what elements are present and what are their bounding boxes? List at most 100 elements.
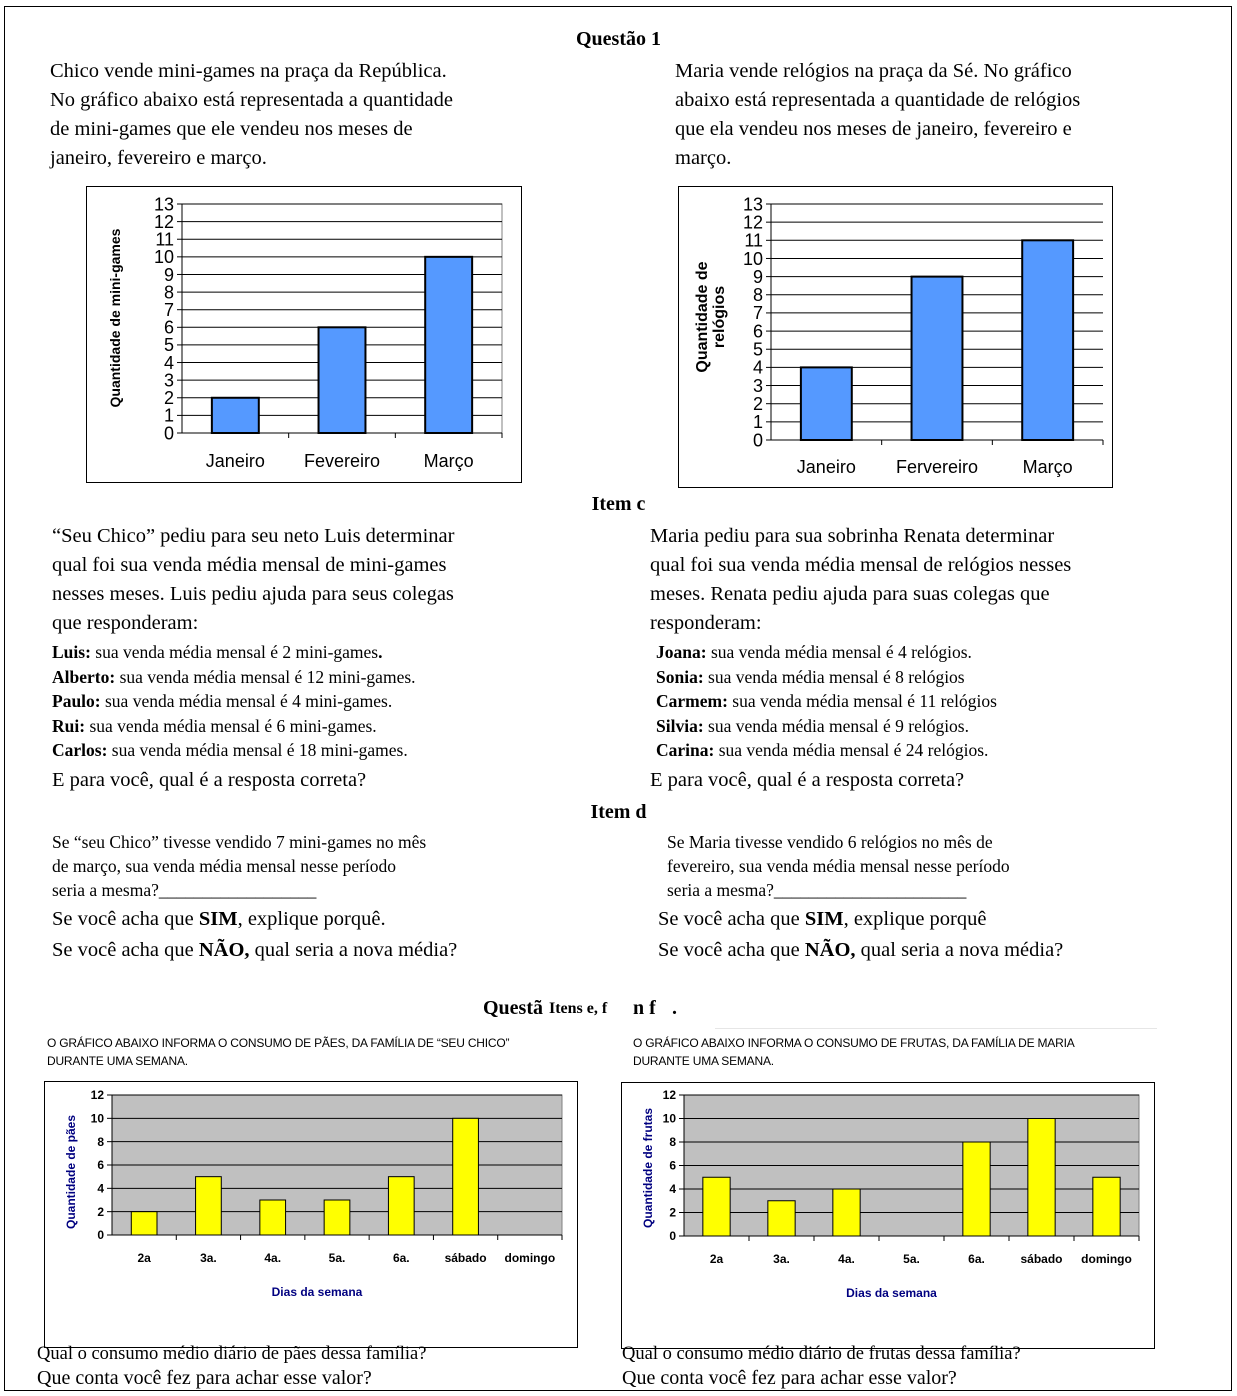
list-item: Silvia: sua venda média mensal é 9 relóg… — [656, 715, 969, 736]
y-tick-label: 6 — [669, 1159, 676, 1173]
x-tick-label: 3a. — [200, 1251, 217, 1265]
bar — [259, 1199, 287, 1236]
bar — [799, 366, 853, 441]
list-item: Joana: sua venda média mensal é 4 relógi… — [656, 642, 972, 662]
list-item: Sonia: sua venda média mensal é 8 relógi… — [656, 666, 965, 687]
maria-ef-q2: Que conta você fez para achar esse valor… — [622, 1367, 957, 1389]
bar — [767, 1200, 796, 1237]
caption-line: O GRÁFICO ABAIXO INFORMA O CONSUMO DE PÃ… — [47, 1036, 510, 1050]
caption-line: DURANTE UMA SEMANA. — [47, 1054, 188, 1068]
chico-intro-line: de mini-games que ele vendeu nos meses d… — [50, 118, 413, 140]
x-tick-label: domingo — [1081, 1252, 1132, 1266]
y-tick-label: 2 — [669, 1206, 676, 1220]
y-tick-label: 3 — [164, 370, 174, 390]
y-tick-label: 6 — [164, 318, 174, 338]
x-tick-label: Janeiro — [797, 457, 856, 477]
y-tick-label: 9 — [753, 267, 763, 287]
item-c-title: Item c — [591, 493, 646, 515]
maria-intro: Maria vende relógios na praça da Sé. No … — [675, 57, 1080, 173]
x-tick-label: 2a — [710, 1252, 724, 1266]
y-tick-label: 0 — [753, 430, 763, 450]
maria-c-line: Maria pediu para sua sobrinha Renata det… — [650, 525, 1055, 547]
bar — [910, 275, 964, 441]
y-tick-label: 6 — [97, 1158, 104, 1172]
bar — [1092, 1176, 1121, 1237]
y-tick-label: 10 — [91, 1112, 105, 1126]
maria-c-line: qual foi sua venda média mensal de relóg… — [650, 554, 1072, 576]
y-tick-label: 9 — [164, 265, 174, 285]
chico-c-line: que responderam: — [52, 612, 199, 634]
chico-ef-q2: Que conta você fez para achar esse valor… — [37, 1367, 372, 1389]
y-tick-label: 2 — [164, 388, 174, 408]
y-tick-label: 13 — [743, 194, 763, 214]
maria-fruit-chart: 0 2 4 6 8 10 12 2a 3a. 4a. 5a. 6a. sábado domingo Quan… — [621, 1082, 1155, 1349]
maria-ef-q1: Qual o consumo médio diário de frutas de… — [622, 1344, 1021, 1364]
x-tick-label: 2a — [137, 1251, 151, 1265]
chico-d-text: Se “seu Chico” tivesse vendido 7 mini-ga… — [52, 830, 426, 902]
y-tick-label: 8 — [669, 1135, 676, 1149]
items-ef-title-fragment: Questã — [483, 997, 543, 1019]
chico-bread-chart-svg: 0 2 4 6 8 10 12 2a 3a. 4a. 5a. 6a. sábado domingo Quan… — [64, 1088, 563, 1299]
chico-c-line: nesses meses. Luis pediu ajuda para seus… — [52, 583, 454, 605]
chico-intro: Chico vende mini-games na praça da Repúb… — [50, 57, 453, 173]
maria-d-line: Se Maria tivesse vendido 6 relógios no m… — [667, 832, 993, 852]
maria-answers-list: Joana: sua venda média mensal é 4 relógi… — [656, 640, 997, 763]
x-tick-label: Março — [1023, 457, 1073, 477]
y-axis-label: Quantidade de frutas — [641, 1108, 655, 1228]
x-tick-label: sábado — [1020, 1252, 1062, 1266]
y-tick-label: 8 — [97, 1135, 104, 1149]
x-axis-label: Dias da semana — [846, 1286, 937, 1300]
y-tick-label: 11 — [744, 231, 763, 251]
y-tick-label: 5 — [164, 335, 174, 355]
chico-bread-chart: 0 2 4 6 8 10 12 2a 3a. 4a. 5a. 6a. sábado domingo Quan… — [44, 1081, 578, 1348]
maria-d-line: fevereiro, sua venda média mensal nesse … — [667, 856, 1010, 876]
y-tick-label: 1 — [164, 406, 174, 426]
y-tick-label: 10 — [743, 249, 763, 269]
maria-d-answer-blank[interactable]: seria a mesma?______________________ — [667, 880, 967, 900]
chico-intro-line: Chico vende mini-games na praça da Repúb… — [50, 60, 447, 82]
chico-intro-line: No gráfico abaixo está representada a qu… — [50, 89, 453, 111]
y-tick-label: 6 — [753, 321, 763, 341]
maria-d-no: Se você acha que NÃO, qual seria a nova … — [658, 939, 1064, 961]
y-tick-label: 0 — [97, 1228, 104, 1242]
list-item: Paulo: sua venda média mensal é 4 mini-g… — [52, 691, 393, 711]
x-tick-label: 3a. — [773, 1252, 790, 1266]
y-tick-label: 2 — [97, 1205, 104, 1219]
bar — [832, 1188, 861, 1237]
y-tick-label: 7 — [753, 303, 763, 323]
caption-line: DURANTE UMA SEMANA. — [633, 1054, 774, 1068]
chico-d-line: de março, sua venda média mensal nesse p… — [52, 856, 397, 876]
x-tick-label: domingo — [505, 1251, 556, 1265]
y-tick-label: 12 — [154, 212, 174, 232]
item-d-title: Item d — [590, 801, 647, 823]
y-tick-label: 12 — [91, 1088, 105, 1102]
maria-intro-line: Maria vende relógios na praça da Sé. No … — [675, 60, 1072, 82]
y-tick-label: 5 — [753, 340, 763, 360]
y-axis-label: Quantidade de mini-games — [107, 228, 123, 407]
y-tick-label: 0 — [164, 423, 174, 443]
y-tick-label: 10 — [154, 247, 174, 267]
worksheet-page — [4, 6, 1232, 1391]
chico-ef-q1: Qual o consumo médio diário de pães dess… — [37, 1344, 427, 1364]
divider — [715, 1028, 1157, 1029]
chico-c-line: qual foi sua venda média mensal de mini-… — [52, 554, 447, 576]
chico-d-yes: Se você acha que SIM, explique porquê. — [52, 908, 386, 930]
maria-d-yes: Se você acha que SIM, explique porquê — [658, 908, 987, 930]
x-tick-label: Janeiro — [206, 451, 265, 471]
x-tick-label: Março — [424, 451, 474, 471]
bar — [323, 1199, 351, 1236]
items-ef-title-fragment: n f — [633, 997, 656, 1019]
bar — [317, 326, 367, 434]
list-item: Carmem: sua venda média mensal é 11 reló… — [656, 691, 997, 711]
maria-d-text: Se Maria tivesse vendido 6 relógios no m… — [667, 830, 1010, 902]
chico-d-answer-blank[interactable]: seria a mesma?__________________ — [52, 880, 317, 900]
y-tick-label: 8 — [164, 282, 174, 302]
maria-c-line: meses. Renata pediu ajuda para suas cole… — [650, 583, 1050, 605]
maria-ef-caption: O GRÁFICO ABAIXO INFORMA O CONSUMO DE FR… — [633, 1034, 1075, 1070]
bar — [210, 396, 260, 434]
y-tick-label: 12 — [663, 1088, 677, 1102]
y-tick-label: 0 — [669, 1229, 676, 1243]
y-tick-label: 7 — [164, 300, 174, 320]
